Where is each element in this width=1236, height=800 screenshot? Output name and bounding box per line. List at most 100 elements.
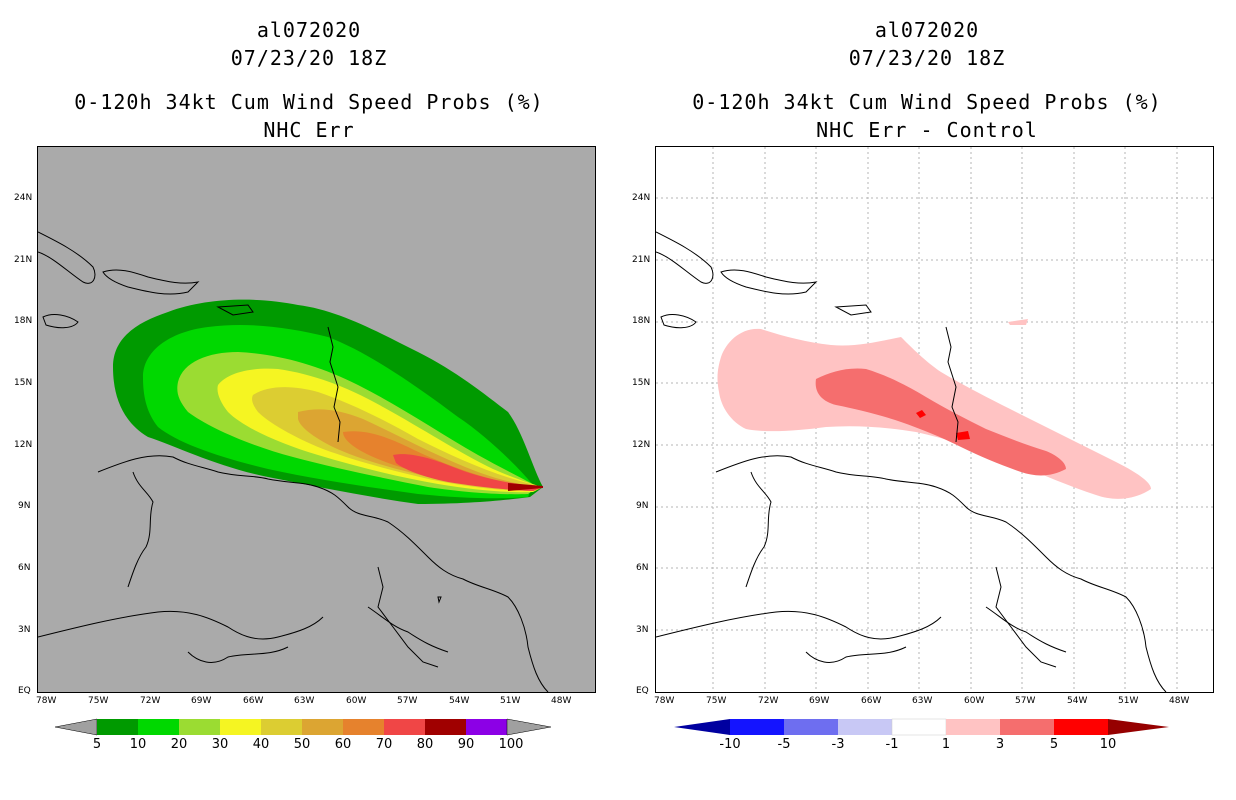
lon-label-48w-right: 48W bbox=[1169, 696, 1190, 706]
colorbar-left bbox=[55, 718, 552, 736]
lon-label-69w-right: 69W bbox=[809, 696, 830, 706]
probability-map bbox=[37, 146, 596, 693]
coastlines bbox=[38, 231, 549, 692]
lat-label-18n-right: 18N bbox=[632, 316, 651, 326]
lon-label-54w: 54W bbox=[449, 696, 470, 706]
cbar-right-label-0: -10 bbox=[719, 737, 741, 752]
cbar-left-swatch-7 bbox=[384, 719, 425, 735]
cbar-left-label-5: 50 bbox=[293, 737, 311, 752]
lon-label-60w: 60W bbox=[346, 696, 367, 706]
subtitle-right: NHC Err - Control bbox=[816, 118, 1038, 142]
datetime-title: 07/23/20 18Z bbox=[230, 46, 388, 70]
lon-label-78w: 78W bbox=[36, 696, 57, 706]
storm-id-title: al072020 bbox=[256, 18, 362, 42]
cbar-left-swatch-5 bbox=[302, 719, 343, 735]
cbar-right-label-1: -5 bbox=[777, 737, 791, 752]
subtitle: NHC Err bbox=[263, 118, 355, 142]
difference-map bbox=[655, 146, 1214, 693]
lon-label-66w-right: 66W bbox=[861, 696, 882, 706]
cbar-left-label-7: 70 bbox=[375, 737, 393, 752]
lat-label-12n: 12N bbox=[14, 440, 33, 450]
cbar-left-label-3: 30 bbox=[211, 737, 229, 752]
lon-label-75w-right: 75W bbox=[706, 696, 727, 706]
cbar-left-swatch-4 bbox=[261, 719, 302, 735]
lat-label-24n-right: 24N bbox=[632, 193, 651, 203]
lat-label-18n: 18N bbox=[14, 316, 33, 326]
lon-label-48w: 48W bbox=[551, 696, 572, 706]
cbar-right-swatch-4 bbox=[891, 718, 947, 736]
cbar-left-swatch-9 bbox=[466, 719, 507, 735]
lat-label-15n-right: 15N bbox=[632, 378, 651, 388]
cbar-right-label-6: 5 bbox=[1049, 737, 1059, 752]
lon-label-54w-right: 54W bbox=[1067, 696, 1088, 706]
product-title: 0-120h 34kt Cum Wind Speed Probs (%) bbox=[74, 90, 544, 114]
lon-label-57w: 57W bbox=[397, 696, 418, 706]
lon-label-63w-right: 63W bbox=[912, 696, 933, 706]
cbar-right-label-7: 10 bbox=[1099, 737, 1117, 752]
lat-label-eq-right: EQ bbox=[636, 686, 649, 696]
lat-label-6n-right: 6N bbox=[636, 563, 649, 573]
lat-label-21n-right: 21N bbox=[632, 255, 651, 265]
colorbar-left-lower-triangle bbox=[55, 718, 98, 736]
lat-label-3n-right: 3N bbox=[636, 625, 649, 635]
probability-map-svg bbox=[38, 231, 549, 692]
cbar-left-label-4: 40 bbox=[252, 737, 270, 752]
cbar-left-label-2: 20 bbox=[170, 737, 188, 752]
lat-label-6n: 6N bbox=[18, 563, 31, 573]
cbar-right-label-2: -3 bbox=[831, 737, 845, 752]
lon-label-60w-right: 60W bbox=[964, 696, 985, 706]
lon-label-51w: 51W bbox=[500, 696, 521, 706]
left-panel: al072020 07/23/20 18Z 0-120h 34kt Cum Wi… bbox=[14, 18, 596, 752]
cbar-left-swatch-3 bbox=[220, 719, 261, 735]
difference-map-svg bbox=[656, 147, 1213, 692]
cbar-left-label-1: 10 bbox=[129, 737, 147, 752]
lon-label-72w-right: 72W bbox=[758, 696, 779, 706]
cbar-left-swatch-8 bbox=[425, 719, 466, 735]
difference-field bbox=[717, 319, 1151, 499]
cbar-left-swatch-6 bbox=[343, 719, 384, 735]
lat-label-eq: EQ bbox=[18, 686, 31, 696]
cbar-left-swatch-2 bbox=[179, 719, 220, 735]
probability-swath bbox=[113, 299, 544, 504]
lat-label-24n: 24N bbox=[14, 193, 33, 203]
lat-label-12n-right: 12N bbox=[632, 440, 651, 450]
lon-label-51w-right: 51W bbox=[1118, 696, 1139, 706]
lon-label-75w: 75W bbox=[88, 696, 109, 706]
cbar-left-label-6: 60 bbox=[334, 737, 352, 752]
lat-label-9n-right: 9N bbox=[636, 501, 649, 511]
colorbar-right-upper-triangle bbox=[1108, 719, 1169, 735]
lat-label-15n: 15N bbox=[14, 378, 33, 388]
cbar-left-swatch-1 bbox=[138, 719, 179, 735]
cbar-right-swatch-7 bbox=[1054, 719, 1108, 735]
cbar-right-label-5: 3 bbox=[995, 737, 1005, 752]
lon-label-63w: 63W bbox=[294, 696, 315, 706]
coastlines bbox=[656, 231, 1167, 692]
lat-label-3n: 3N bbox=[18, 625, 31, 635]
cbar-left-label-0: 5 bbox=[92, 737, 102, 752]
cbar-right-swatch-3 bbox=[838, 719, 892, 735]
colorbar-left-upper-triangle bbox=[506, 718, 552, 736]
lon-label-69w: 69W bbox=[191, 696, 212, 706]
product-title-right: 0-120h 34kt Cum Wind Speed Probs (%) bbox=[692, 90, 1162, 114]
cbar-right-label-3: -1 bbox=[885, 737, 899, 752]
lon-label-78w-right: 78W bbox=[654, 696, 675, 706]
lon-label-72w: 72W bbox=[140, 696, 161, 706]
cbar-left-label-10: 100 bbox=[498, 737, 524, 752]
colorbar-right-lower-triangle bbox=[674, 719, 730, 735]
cbar-right-swatch-6 bbox=[1000, 719, 1054, 735]
cbar-right-swatch-5 bbox=[946, 719, 1000, 735]
storm-id-title-right: al072020 bbox=[874, 18, 980, 42]
datetime-title-right: 07/23/20 18Z bbox=[848, 46, 1006, 70]
right-panel: al072020 07/23/20 18Z 0-120h 34kt Cum Wi… bbox=[618, 0, 1236, 800]
colorbar-right bbox=[674, 718, 1169, 736]
cbar-right-swatch-2 bbox=[784, 719, 838, 735]
gridlines bbox=[656, 147, 1213, 692]
lon-label-57w-right: 57W bbox=[1015, 696, 1036, 706]
cbar-right-swatch-1 bbox=[730, 719, 784, 735]
lat-label-21n: 21N bbox=[14, 255, 33, 265]
lon-label-66w: 66W bbox=[243, 696, 264, 706]
cbar-left-label-9: 90 bbox=[457, 737, 475, 752]
cbar-right-label-4: 1 bbox=[941, 737, 951, 752]
cbar-left-label-8: 80 bbox=[416, 737, 434, 752]
lat-label-9n: 9N bbox=[18, 501, 31, 511]
